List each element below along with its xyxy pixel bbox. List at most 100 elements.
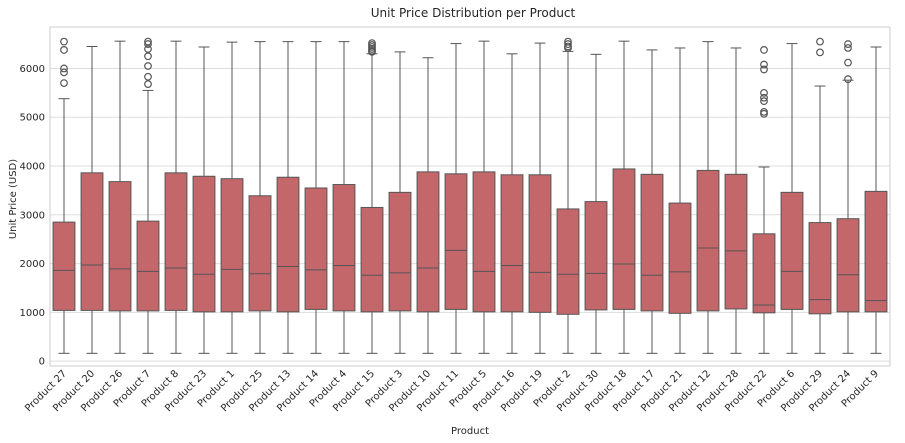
box-product-18 [612, 40, 636, 354]
outlier-point [60, 68, 68, 77]
outlier-point [60, 46, 68, 54]
iqr-box [164, 172, 188, 311]
iqr-box [332, 184, 356, 312]
iqr-box [304, 187, 328, 310]
outlier-point [844, 75, 852, 84]
outlier-point [144, 40, 152, 48]
iqr-box [528, 174, 552, 313]
outlier-point [368, 47, 376, 56]
outlier-point [144, 62, 152, 70]
outlier-point [564, 44, 572, 52]
iqr-box [724, 173, 748, 310]
outlier-point [760, 46, 768, 54]
box-product-24 [836, 40, 860, 354]
box-product-8 [164, 40, 188, 354]
y-axis-ticks: 0 1000 2000 3000 4000 5000 6000 [20, 64, 45, 368]
iqr-box [192, 175, 216, 313]
box-product-9 [864, 46, 888, 354]
outlier-point [144, 52, 152, 61]
iqr-box [248, 195, 272, 312]
outlier-point [60, 79, 68, 87]
box-product-28 [724, 47, 748, 354]
box-product-10 [416, 57, 440, 354]
outlier-point [844, 44, 852, 52]
iqr-box [220, 178, 244, 313]
outlier-point [144, 80, 152, 88]
box-product-29 [808, 37, 832, 354]
iqr-box [80, 172, 104, 311]
iqr-box [584, 201, 608, 311]
box-product-15 [360, 39, 384, 354]
box-product-20 [80, 46, 104, 354]
iqr-box [556, 208, 580, 315]
y-tick-label: 3000 [20, 210, 45, 221]
y-tick-label: 2000 [20, 259, 45, 270]
iqr-box [752, 233, 776, 314]
outlier-point [760, 93, 768, 102]
iqr-box [136, 220, 160, 312]
iqr-box [612, 168, 636, 310]
box-product-16 [500, 53, 524, 354]
outlier-point [844, 58, 852, 67]
iqr-box [472, 171, 496, 313]
box-product-14 [304, 41, 328, 354]
iqr-box [276, 176, 300, 313]
iqr-box [444, 173, 468, 310]
outlier-point [760, 65, 768, 74]
box-product-25 [248, 41, 272, 354]
x-axis-label: Product [451, 426, 489, 437]
outlier-point [816, 48, 824, 57]
iqr-box [500, 174, 524, 313]
box-product-30 [584, 53, 608, 354]
outlier-point [760, 60, 768, 69]
box-product-22 [752, 46, 776, 354]
box-product-21 [668, 47, 692, 354]
plot-frame [49, 26, 891, 367]
box-product-2 [556, 37, 580, 354]
outlier-point [760, 109, 768, 118]
outlier-point [60, 64, 68, 73]
outlier-point [564, 40, 572, 48]
iqr-box [836, 218, 860, 313]
box-product-19 [528, 42, 552, 354]
box-product-4 [332, 41, 356, 354]
box-product-3 [388, 51, 412, 354]
iqr-box [416, 171, 440, 313]
box-product-5 [472, 40, 496, 354]
grid-lines [50, 67, 890, 362]
chart-title: Unit Price Distribution per Product [371, 6, 576, 20]
box-product-7 [136, 37, 160, 354]
outlier-point [844, 40, 852, 48]
y-tick-label: 1000 [20, 308, 45, 319]
outlier-point [144, 37, 152, 46]
box-product-23 [192, 46, 216, 354]
outlier-point [760, 97, 768, 106]
outlier-point [144, 45, 152, 53]
box-product-17 [640, 49, 664, 354]
iqr-box [864, 190, 888, 313]
box-product-12 [696, 41, 720, 354]
outlier-point [760, 88, 768, 97]
box-product-11 [444, 43, 468, 354]
y-tick-label: 0 [39, 357, 45, 368]
y-tick-label: 5000 [20, 113, 45, 124]
box-product-6 [780, 43, 804, 354]
outlier-point [816, 37, 824, 46]
box-product-1 [220, 41, 244, 354]
y-axis-label: Unit Price (USD) [8, 159, 19, 239]
box-product-26 [108, 40, 132, 354]
box-product-27 [52, 37, 76, 354]
iqr-box [640, 173, 664, 312]
iqr-box [808, 222, 832, 315]
iqr-box [780, 191, 804, 310]
iqr-box [52, 221, 76, 311]
iqr-box [696, 169, 720, 312]
boxes [52, 37, 888, 354]
box-product-13 [276, 41, 300, 354]
outlier-point [144, 72, 152, 81]
y-tick-label: 6000 [20, 64, 45, 75]
iqr-box [360, 206, 384, 313]
iqr-box [388, 191, 412, 312]
iqr-box [108, 181, 132, 312]
iqr-box [668, 202, 692, 314]
